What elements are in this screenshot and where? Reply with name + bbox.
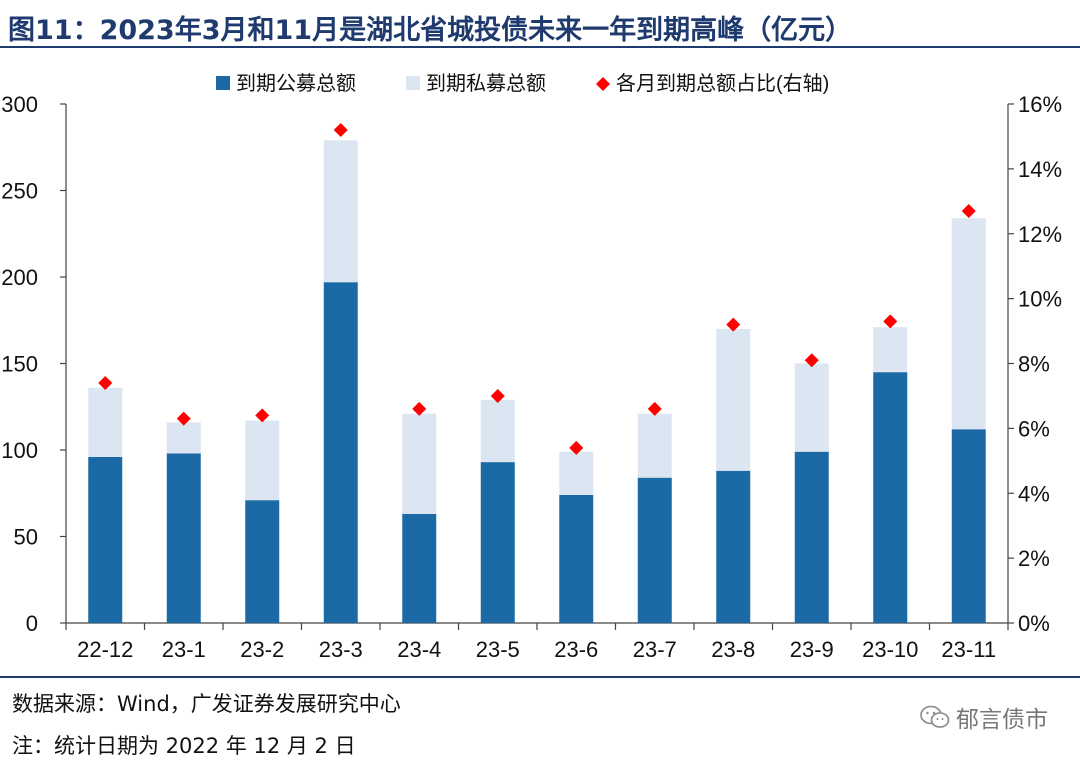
ratio-marker [176, 411, 191, 426]
left-tick-label: 100 [1, 438, 38, 463]
left-tick-label: 150 [1, 352, 38, 377]
ratio-marker [804, 353, 819, 368]
source-text: 数据来源：Wind，广发证券发展研究中心 [12, 692, 401, 716]
note-text: 注：统计日期为 2022 年 12 月 2 日 [12, 734, 356, 758]
right-tick-label: 6% [1018, 416, 1050, 441]
bar-public [716, 470, 751, 623]
legend-marker-ratio [596, 77, 610, 91]
x-tick-label: 23-2 [240, 637, 284, 662]
ratio-marker [569, 440, 584, 455]
bar-private [559, 451, 594, 495]
x-tick-label: 23-11 [941, 637, 996, 662]
bar-private [794, 363, 829, 452]
ratio-marker [255, 408, 270, 423]
chart-title: 图11：2023年3月和11月是湖北省城投债未来一年到期高峰（亿元） [8, 15, 853, 46]
right-tick-label: 2% [1018, 546, 1050, 571]
legend-label-private: 到期私募总额 [426, 72, 546, 95]
bar-private [166, 422, 201, 454]
bar-public [88, 456, 123, 623]
bar-private [873, 327, 908, 373]
bar-public [559, 494, 594, 623]
ratio-marker [883, 314, 898, 329]
ratio-marker [647, 401, 662, 416]
bar-public [323, 282, 358, 623]
bar-private [951, 218, 986, 430]
bar-public [166, 453, 201, 623]
bar-public [794, 451, 829, 623]
bar-public [951, 429, 986, 623]
wechat-icon [920, 705, 950, 728]
x-tick-label: 23-10 [862, 637, 918, 662]
x-tick-label: 23-7 [633, 637, 677, 662]
x-tick-label: 23-9 [790, 637, 834, 662]
title-bar: 图11：2023年3月和11月是湖北省城投债未来一年到期高峰（亿元） [0, 0, 1080, 46]
legend-swatch-public [216, 76, 230, 90]
footer-rule [0, 676, 1080, 678]
ratio-marker [490, 388, 505, 403]
ratio-marker [412, 401, 427, 416]
bar-private [88, 387, 123, 457]
right-tick-label: 16% [1018, 92, 1062, 117]
ratio-marker [961, 204, 976, 219]
legend-label-public: 到期公募总额 [236, 72, 356, 95]
left-tick-label: 0 [26, 611, 38, 636]
right-tick-label: 10% [1018, 287, 1062, 312]
left-tick-label: 50 [14, 525, 38, 550]
x-tick-label: 23-5 [476, 637, 520, 662]
watermark-text: 郁言债市 [956, 707, 1048, 733]
x-tick-label: 22-12 [77, 637, 133, 662]
chart: 0 50 100 150 200 250 300 0% 2% 4% 6% 8% 10% 12% 14% 16%… [1, 72, 1062, 662]
right-tick-label: 12% [1018, 222, 1062, 247]
ratio-marker [726, 317, 741, 332]
title-rule [0, 46, 1080, 48]
bar-public [637, 477, 672, 623]
x-tick-label: 23-8 [711, 637, 755, 662]
bar-private [245, 420, 280, 501]
x-tick-label: 23-4 [397, 637, 441, 662]
x-tick-label: 23-6 [554, 637, 598, 662]
bar-public [402, 514, 437, 623]
left-tick-label: 300 [1, 92, 38, 117]
right-tick-label: 0% [1018, 611, 1050, 636]
legend-swatch-private [406, 76, 420, 90]
right-tick-label: 8% [1018, 352, 1050, 377]
left-tick-label: 200 [1, 265, 38, 290]
right-tick-label: 14% [1018, 157, 1062, 182]
watermark: 郁言债市 [920, 700, 1048, 734]
ratio-marker [333, 122, 348, 137]
bar-public [480, 462, 515, 623]
bar-public [873, 372, 908, 623]
legend-label-ratio: 各月到期总额占比(右轴) [616, 72, 829, 95]
ratio-marker [98, 375, 113, 390]
x-tick-label: 23-1 [162, 637, 206, 662]
bar-private [323, 140, 358, 283]
bar-private [637, 413, 672, 478]
right-tick-label: 4% [1018, 481, 1050, 506]
bar-private [402, 413, 437, 515]
left-tick-label: 250 [1, 179, 38, 204]
bar-public [245, 500, 280, 623]
x-tick-label: 23-3 [319, 637, 363, 662]
bar-private [480, 399, 515, 463]
bar-private [716, 328, 751, 471]
